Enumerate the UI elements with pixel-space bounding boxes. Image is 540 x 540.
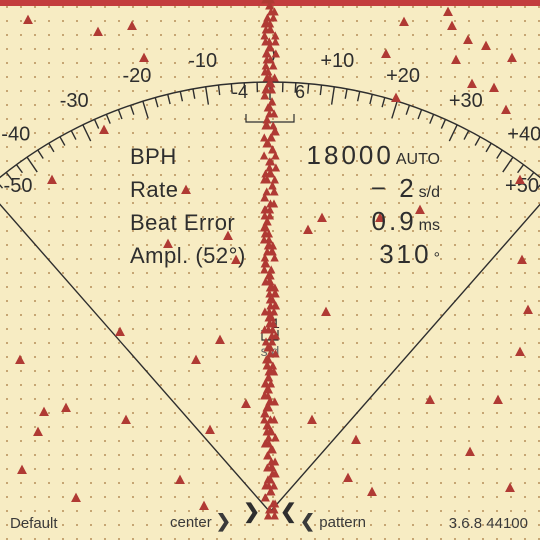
readout-label: BPH bbox=[130, 144, 177, 170]
readout-unit: s/d bbox=[419, 184, 440, 201]
svg-text:-20: -20 bbox=[122, 65, 151, 87]
readout-value: 310° bbox=[379, 239, 440, 270]
readout-row: BPH 18000AUTO bbox=[130, 140, 440, 171]
svg-text:+10: +10 bbox=[320, 50, 354, 72]
profile-label[interactable]: Default bbox=[10, 515, 58, 532]
svg-text:-30: -30 bbox=[60, 90, 89, 112]
chevron-right-icon: ❯ bbox=[216, 511, 231, 531]
readout-row: Ampl. (52°) 310° bbox=[130, 239, 440, 270]
readout-label: Rate bbox=[130, 177, 178, 203]
svg-text:-4: -4 bbox=[232, 82, 248, 102]
svg-text:❯: ❯ bbox=[243, 501, 260, 524]
readout-panel: BPH18000AUTORate− 2s/dBeat Error0.9msAmp… bbox=[130, 140, 440, 272]
readout-row: Beat Error 0.9ms bbox=[130, 206, 440, 237]
svg-text:+20: +20 bbox=[386, 65, 420, 87]
svg-text:+30: +30 bbox=[449, 90, 483, 112]
pattern-button[interactable]: ❮ pattern bbox=[300, 511, 366, 532]
readout-value: 18000AUTO bbox=[307, 140, 440, 171]
svg-text:❮: ❮ bbox=[280, 501, 297, 524]
svg-text:-40: -40 bbox=[1, 124, 30, 146]
readout-unit: ° bbox=[434, 250, 440, 267]
svg-text:+40: +40 bbox=[507, 124, 540, 146]
center-label: center bbox=[170, 514, 212, 531]
version-label: 3.6.8 44100 bbox=[449, 515, 528, 532]
svg-text:6: 6 bbox=[295, 82, 305, 102]
timegrapher-display: -50-40-30-20-100+10+20+30+40+50-461s/d❯❮… bbox=[0, 0, 540, 540]
center-button[interactable]: center ❯ bbox=[170, 511, 231, 532]
svg-text:-10: -10 bbox=[188, 50, 217, 72]
svg-text:-50: -50 bbox=[4, 175, 33, 197]
pattern-label: pattern bbox=[319, 514, 366, 531]
readout-value: 0.9ms bbox=[372, 206, 440, 237]
readout-label: Beat Error bbox=[130, 210, 235, 236]
readout-row: Rate − 2s/d bbox=[130, 173, 440, 204]
readout-value: − 2s/d bbox=[371, 173, 440, 204]
readout-unit: ms bbox=[419, 217, 440, 234]
chevron-left-icon: ❮ bbox=[300, 511, 315, 531]
svg-text:+50: +50 bbox=[505, 175, 539, 197]
readout-unit: AUTO bbox=[396, 151, 440, 168]
readout-label: Ampl. (52°) bbox=[130, 243, 246, 269]
